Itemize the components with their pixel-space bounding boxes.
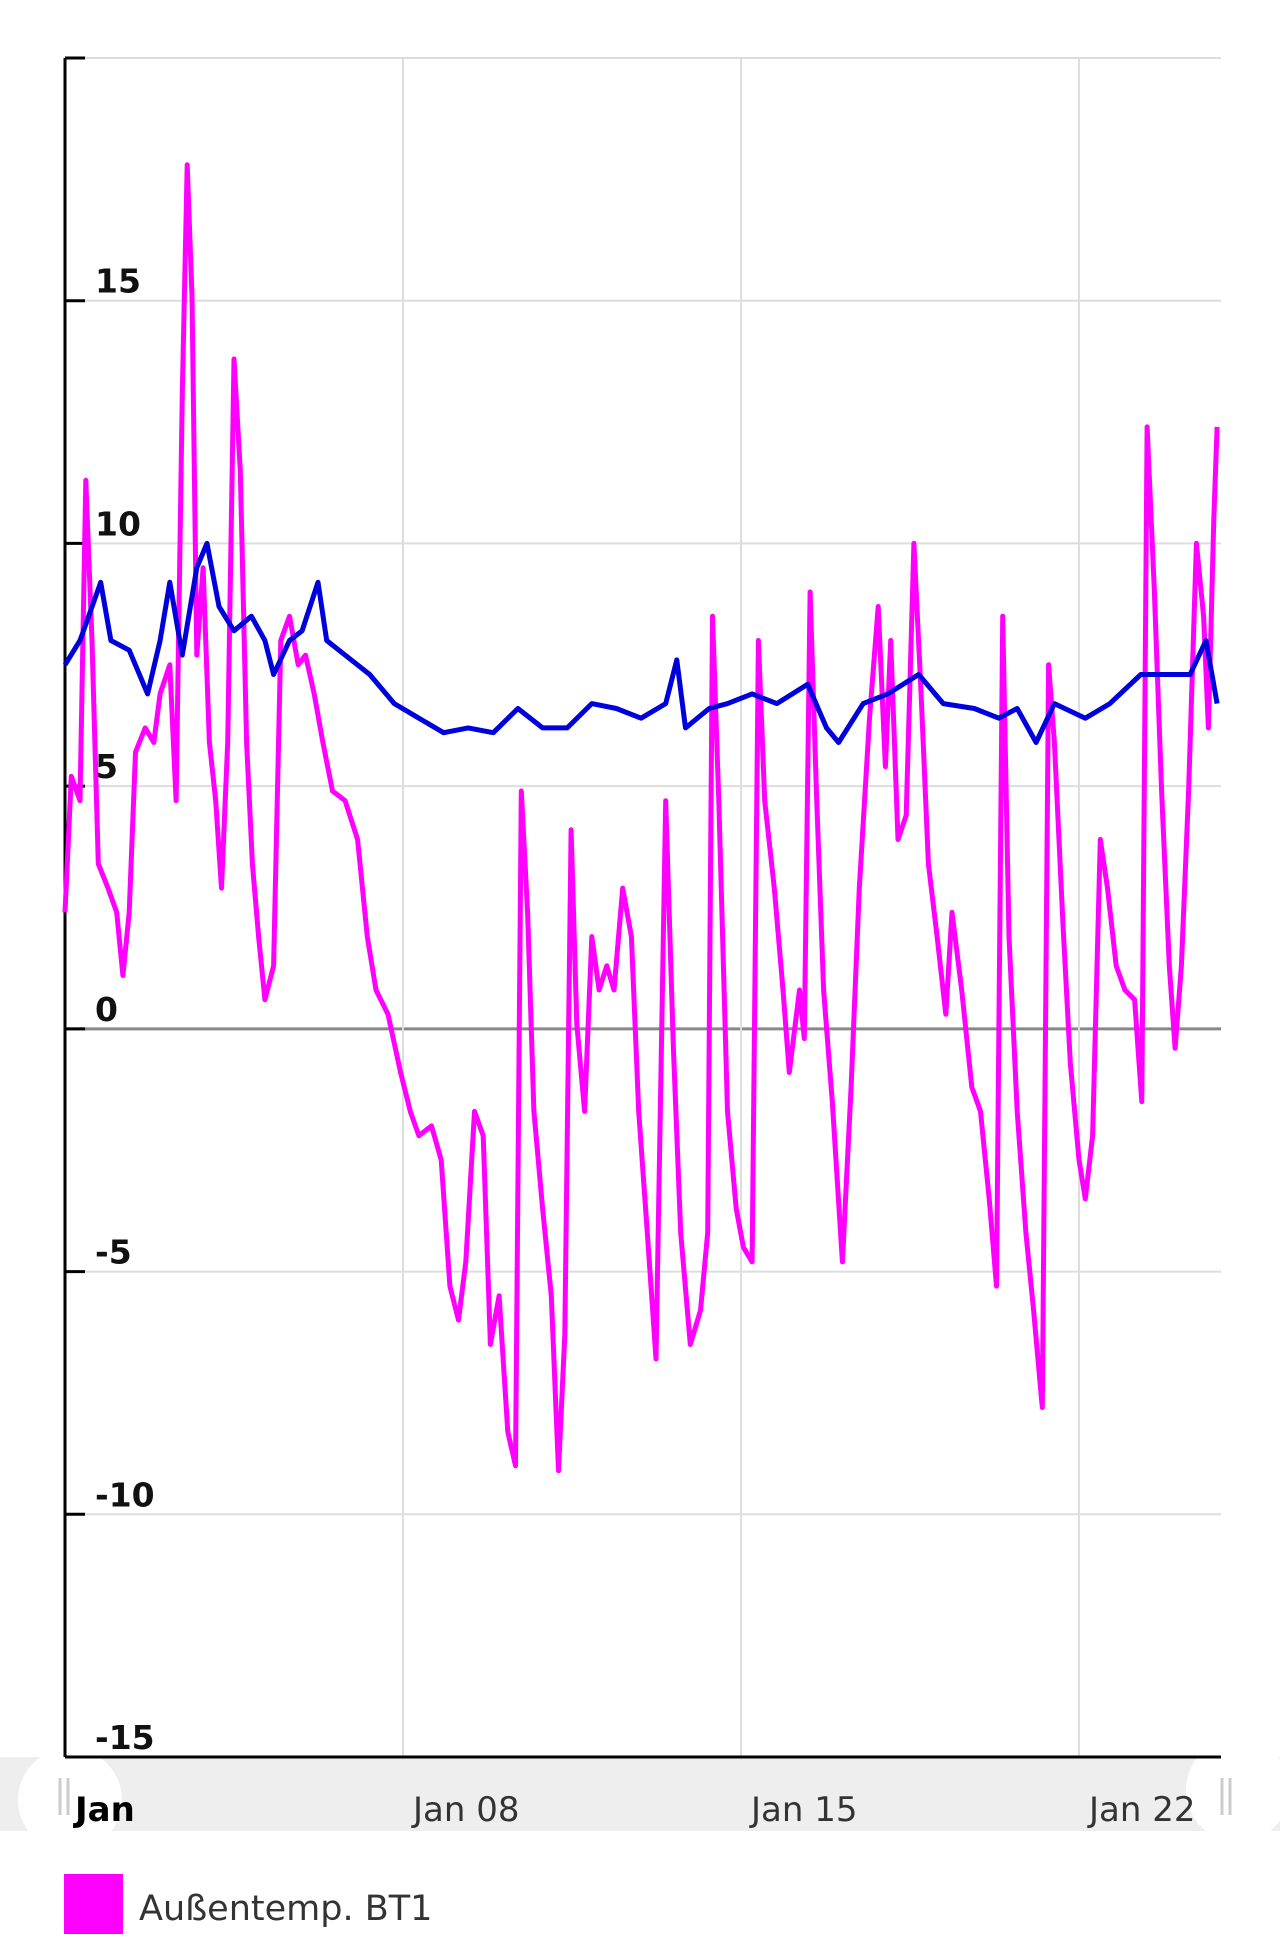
- y-tick-label: 15: [95, 262, 141, 301]
- y-tick-label: -10: [95, 1475, 155, 1514]
- range-handle[interactable]: [18, 1748, 122, 1852]
- legend-swatch: [64, 1874, 123, 1934]
- y-tick-label: 5: [95, 747, 118, 786]
- x-tick-label: Jan: [73, 1790, 135, 1830]
- range-bar: [0, 1757, 1280, 1831]
- y-tick-label: 10: [95, 504, 141, 543]
- handle-grip: [58, 1778, 1232, 1815]
- y-tick-label: -5: [95, 1233, 132, 1272]
- x-tick-label: Jan 08: [411, 1790, 519, 1830]
- y-tick-label: -15: [95, 1718, 155, 1757]
- data-line: [62, 162, 1220, 1474]
- legend-label: Außentemp. BT1: [139, 1889, 432, 1929]
- x-tick-label: Jan 15: [749, 1790, 857, 1830]
- range-handle[interactable]: [1186, 1738, 1280, 1842]
- x-tick-label: Jan 22: [1087, 1790, 1195, 1830]
- y-tick-label: 0: [95, 990, 118, 1029]
- data-line: [62, 540, 1220, 745]
